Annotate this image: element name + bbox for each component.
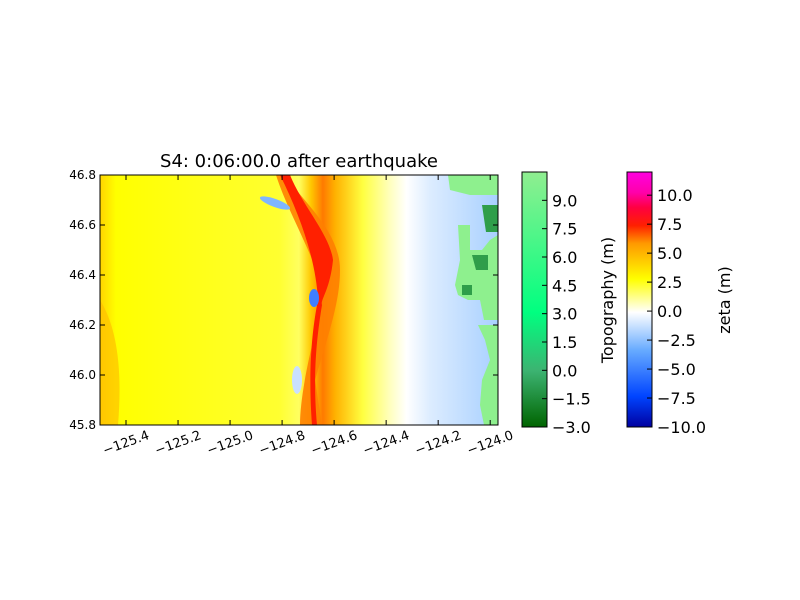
y-tick-label: 45.8	[69, 418, 96, 432]
colorbar-tick-label: −1.5	[552, 390, 591, 409]
zeta-colorbar-label: zeta (m)	[715, 266, 734, 333]
land-south	[478, 325, 498, 425]
left-edge-shading	[100, 300, 120, 425]
land-north	[448, 175, 498, 195]
y-tick-label: 46.6	[69, 218, 96, 232]
colorbar-tick-label: 5.0	[657, 244, 682, 263]
y-tick-label: 46.4	[69, 268, 96, 282]
trough-pocket-south	[292, 366, 302, 394]
y-axis: 45.8 46.0 46.2 46.4 46.6 46.8	[69, 168, 498, 432]
x-tick-label: −124.8	[257, 428, 307, 459]
colorbar-tick-label: 3.0	[552, 305, 577, 324]
x-tick-label: −124.4	[361, 428, 411, 459]
colorbar-tick-label: 0.0	[552, 361, 577, 380]
colorbar-tick-label: 0.0	[657, 302, 682, 321]
colorbar-tick-label: 10.0	[657, 186, 693, 205]
zeta-colorbar-fill	[626, 171, 653, 428]
colorbar-tick-label: −2.5	[657, 331, 696, 350]
land-central-dark	[462, 205, 498, 295]
wave-front-core	[280, 175, 333, 425]
zeta-colorbar: −10.0 −7.5 −5.0 −2.5 0.0 2.5 5.0 7.5 10.0 zeta (…	[626, 171, 734, 437]
x-tick-label: −124.6	[309, 428, 359, 459]
x-tick-label: −125.4	[101, 428, 151, 459]
colorbar-tick-label: −7.5	[657, 389, 696, 408]
colorbar-tick-label: −3.0	[552, 418, 591, 437]
trough-pocket-north	[259, 196, 291, 210]
y-tick-label: 46.0	[69, 368, 96, 382]
colorbar-tick-label: 7.5	[657, 215, 682, 234]
colorbar-tick-label: −10.0	[657, 418, 706, 437]
land-central	[455, 225, 498, 320]
topography-colorbar-fill	[521, 171, 548, 428]
plot-frame	[99, 174, 499, 426]
zeta-colorbar-ticks: −10.0 −7.5 −5.0 −2.5 0.0 2.5 5.0 7.5 10.0	[647, 186, 706, 437]
topography-colorbar-label: Topography (m)	[598, 237, 617, 364]
colorbar-tick-label: 2.5	[657, 273, 682, 292]
x-tick-label: −125.2	[153, 428, 203, 459]
chart-title: S4: 0:06:00.0 after earthquake	[160, 151, 438, 172]
trough-pocket-middle	[309, 289, 319, 307]
topography-colorbar-ticks: −3.0 −1.5 0.0 1.5 3.0 4.5 6.0 7.5 9.0	[542, 191, 591, 437]
colorbar-tick-label: 4.5	[552, 276, 577, 295]
colorbar-tick-label: 6.0	[552, 248, 577, 267]
x-tick-label: −124.0	[465, 428, 515, 459]
colorbar-tick-label: 7.5	[552, 220, 577, 239]
x-tick-label: −124.2	[413, 428, 463, 459]
y-tick-label: 46.8	[69, 168, 96, 182]
colorbar-tick-label: 9.0	[552, 191, 577, 210]
y-tick-label: 46.2	[69, 318, 96, 332]
plot-area	[100, 175, 498, 425]
colorbar-tick-label: 1.5	[552, 333, 577, 352]
topography-colorbar: −3.0 −1.5 0.0 1.5 3.0 4.5 6.0 7.5 9.0 Topography…	[521, 171, 617, 437]
colorbar-tick-label: −5.0	[657, 360, 696, 379]
x-tick-label: −125.0	[205, 428, 255, 459]
